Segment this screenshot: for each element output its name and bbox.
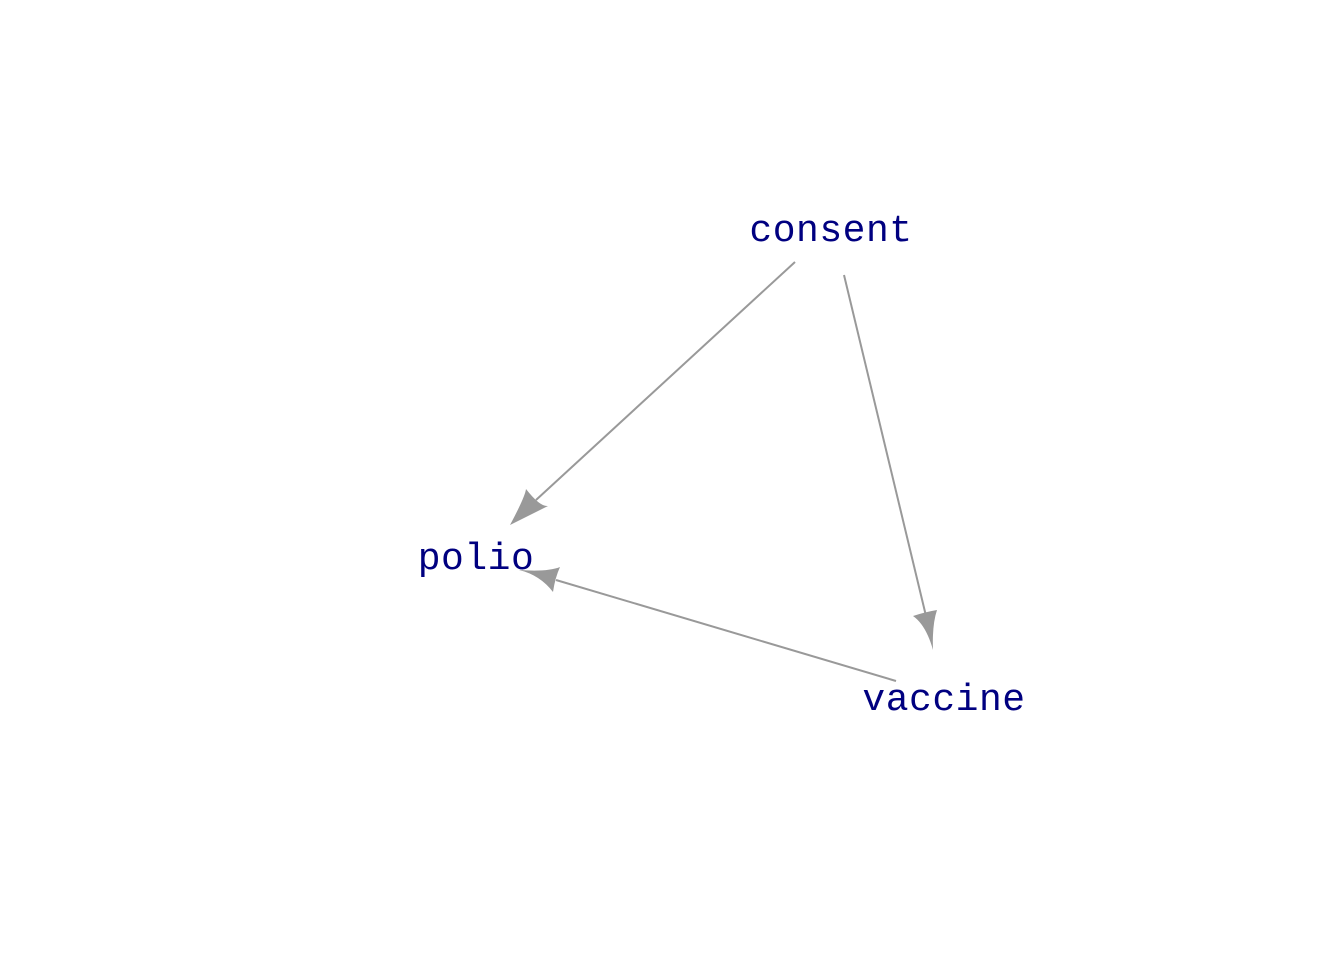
edge-consent-polio — [510, 261, 796, 525]
edges-layer — [510, 261, 937, 682]
edge-line-consent-vaccine — [843, 274, 927, 617]
arrowhead-consent-vaccine — [913, 610, 937, 650]
node-consent: consent — [749, 210, 912, 253]
node-vaccine: vaccine — [862, 679, 1025, 722]
arrowhead-vaccine-polio — [519, 567, 560, 592]
edge-line-consent-polio — [535, 261, 796, 501]
node-polio: polio — [418, 538, 535, 581]
arrowhead-consent-polio — [510, 489, 548, 525]
edge-line-vaccine-polio — [555, 579, 897, 682]
edge-consent-vaccine — [843, 274, 937, 650]
nodes-layer: consent polio vaccine — [418, 210, 1025, 722]
edge-vaccine-polio — [519, 567, 897, 682]
